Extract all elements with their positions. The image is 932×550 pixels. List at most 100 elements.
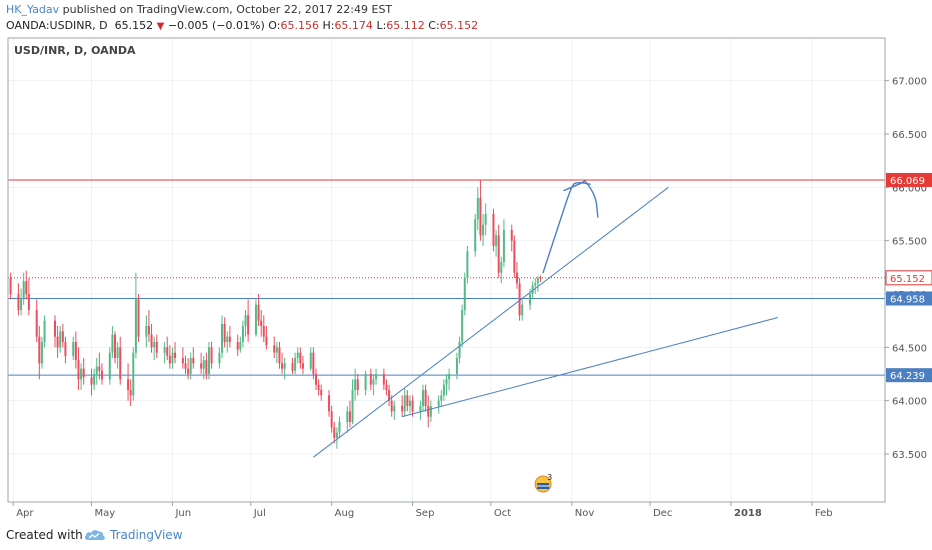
candle-body (476, 198, 479, 220)
candle (403, 387, 406, 417)
candle-body (265, 336, 268, 346)
price-label-text: 65.152 (890, 274, 925, 285)
x-tick-label: Aug (335, 508, 355, 518)
trendline (313, 186, 669, 458)
candle-body (72, 342, 75, 356)
candle (294, 352, 297, 374)
candle (38, 326, 41, 380)
candle-body (401, 406, 404, 412)
author-link[interactable]: HK_Yadav (6, 3, 60, 16)
candle (314, 368, 317, 390)
last-price: 65.152 (114, 19, 154, 32)
candle-body (80, 368, 83, 380)
candle (145, 315, 148, 348)
candle (442, 379, 445, 401)
candle-body (536, 278, 539, 284)
candle-body (422, 390, 425, 406)
candle-body (200, 363, 203, 369)
y-tick-label: 63.500 (892, 450, 927, 461)
candle-body (333, 427, 336, 438)
candle-body (393, 406, 396, 412)
drawn-arrow-shaft (542, 181, 591, 274)
price-label-layer: 66.069 65.152 64.958 64.239 (885, 172, 932, 383)
candle (127, 363, 130, 401)
y-axis[interactable]: 63.50064.00064.50065.00065.50066.00066.5… (885, 77, 927, 461)
candle (239, 336, 242, 353)
candle (77, 347, 80, 390)
candle (100, 363, 103, 385)
candle (119, 336, 122, 385)
candle-body (406, 395, 409, 406)
candle-body (312, 352, 315, 374)
candle-body (445, 379, 448, 385)
candle (192, 347, 195, 369)
candle-body (116, 347, 119, 358)
candle (369, 368, 372, 390)
candle-body (328, 395, 331, 412)
event-badge[interactable]: 3 (534, 473, 552, 493)
candle (244, 310, 247, 337)
candle-body (283, 363, 286, 369)
candle (174, 342, 177, 364)
candle-body (147, 326, 150, 335)
candle-body (497, 235, 500, 273)
price-label-text: 66.069 (890, 176, 925, 187)
publish-info: HK_Yadav published on TradingView.com, O… (6, 3, 392, 16)
candle-body (346, 411, 349, 422)
candle (166, 336, 169, 361)
candle (299, 347, 302, 369)
candle-body (132, 352, 135, 396)
candle (137, 294, 140, 342)
candle-body (260, 320, 263, 326)
x-tick-label: Jun (174, 508, 191, 518)
price-label-text: 64.958 (890, 294, 925, 305)
candle-body (100, 370, 103, 380)
candle (80, 363, 83, 390)
candle-body (388, 390, 391, 401)
candle-body (64, 342, 67, 356)
candle-body (291, 363, 294, 371)
candle (309, 347, 312, 371)
candle (210, 342, 213, 369)
candle (72, 336, 75, 361)
candle-body (348, 411, 351, 422)
chart-svg[interactable]: 63.50064.00064.50065.00065.50066.00066.5… (0, 36, 932, 519)
candle (74, 331, 77, 369)
candle (296, 347, 299, 364)
candle (40, 336, 43, 369)
ohlc-open-value: 65.156 (280, 19, 319, 32)
candle-body (98, 366, 101, 371)
candle-body (17, 294, 20, 310)
candle-body (59, 331, 62, 348)
candle (223, 317, 226, 348)
candle-body (187, 368, 190, 374)
candle-body (458, 342, 461, 358)
candle (265, 326, 268, 350)
candle (132, 347, 135, 401)
candle (27, 278, 30, 316)
tradingview-brand[interactable]: TradingView (110, 528, 183, 542)
candle-body (301, 363, 304, 369)
candle-body (262, 326, 265, 337)
candle-body (299, 352, 302, 364)
candle (330, 406, 333, 433)
candle (20, 288, 23, 316)
candle (500, 256, 503, 284)
candle (155, 334, 158, 358)
candle (497, 224, 500, 278)
price-change: −0.005 (−0.01%) (167, 19, 265, 32)
ohlc-high-label: H: (322, 19, 335, 32)
candle-body (241, 326, 244, 342)
candle (328, 390, 331, 417)
candle (187, 358, 190, 380)
candle-body (155, 342, 158, 353)
x-tick-label: May (95, 508, 116, 518)
candle-layer (9, 179, 542, 449)
candle (59, 326, 62, 353)
price-level-label: 64.958 (886, 291, 932, 305)
candle (440, 390, 443, 406)
chart-area[interactable]: 63.50064.00064.50065.00065.50066.00066.5… (0, 36, 932, 519)
x-axis[interactable]: Apr May Jun Jul Aug Sep Oct Nov Dec 2018 Feb (12, 502, 833, 519)
x-tick-label: Sep (416, 508, 435, 518)
candle-body (539, 277, 542, 279)
